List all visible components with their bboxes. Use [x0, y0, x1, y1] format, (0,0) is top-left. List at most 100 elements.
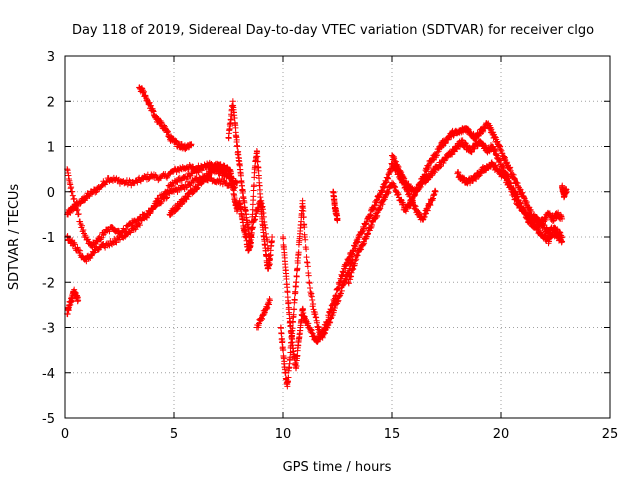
data-point-arc-10: [299, 197, 306, 204]
y-tick-label: -3: [42, 322, 55, 337]
data-point-arc-3: [195, 169, 202, 176]
y-tick-label: 2: [47, 95, 55, 110]
data-point-arc-11: [324, 318, 331, 325]
data-point-arc-12: [491, 133, 498, 140]
data-point-arc-3: [152, 198, 159, 205]
data-point-arc-1: [137, 178, 144, 185]
data-point-arc-10: [294, 260, 301, 267]
data-point-arc-3: [75, 246, 82, 253]
data-point-arc-10: [295, 249, 302, 256]
data-point-arc-10: [279, 338, 286, 345]
data-point-arc-4: [75, 297, 82, 304]
data-point-arc-16: [563, 186, 570, 193]
data-point-arc-3: [77, 247, 84, 254]
data-point-arc-3: [71, 241, 78, 248]
y-axis: -5 -4 -3 -2 -1 0 1 2 3: [42, 50, 610, 427]
data-point-arc-11: [335, 285, 342, 292]
data-point-arc-12: [345, 280, 352, 287]
data-point-arc-10: [292, 289, 299, 296]
y-tick-label: -2: [42, 276, 55, 291]
x-tick-label: 10: [275, 427, 292, 442]
data-point-arc-1: [93, 188, 100, 195]
data-point-arc-10: [282, 370, 289, 377]
data-point-arc-5: [173, 138, 180, 145]
x-tick-label: 0: [61, 427, 69, 442]
data-point-arc-2: [71, 195, 78, 202]
data-point-arc-2: [73, 207, 80, 214]
grid-lines: [65, 56, 610, 418]
data-point-arc-7: [269, 234, 276, 240]
data-point-arc-7: [228, 112, 235, 119]
data-point-arc-2: [102, 229, 109, 236]
data-point-arc-8: [262, 224, 269, 231]
data-point-arc-8: [252, 213, 259, 220]
data-point-arc-2: [163, 195, 170, 202]
data-point-arc-2: [75, 211, 82, 218]
data-point-arc-8: [247, 239, 254, 246]
y-tick-label: -5: [42, 412, 55, 427]
data-point-arc-2: [74, 206, 81, 213]
data-point-arc-2: [158, 198, 165, 205]
data-point-arc-3: [122, 233, 129, 240]
data-point-arc-2: [79, 222, 86, 229]
data-point-arc-10: [304, 263, 311, 270]
x-axis-label: GPS time / hours: [283, 460, 392, 475]
data-point-arc-13: [431, 169, 438, 176]
data-point-arc-12: [407, 202, 414, 209]
data-point-arc-10: [310, 301, 317, 308]
data-point-arc-2: [183, 184, 190, 191]
data-point-arc-14: [559, 215, 566, 222]
data-point-arc-3: [170, 182, 177, 189]
data-point-arc-10: [300, 214, 307, 221]
data-point-arc-10: [281, 358, 288, 365]
data-point-arc-7: [254, 158, 261, 165]
data-point-arc-3: [143, 214, 150, 221]
data-point-arc-2: [69, 192, 76, 199]
data-point-arc-9: [266, 297, 273, 304]
data-point-arc-11: [337, 277, 344, 284]
y-axis-label: SDTVAR / TECUs: [7, 184, 22, 291]
data-point-arc-9: [266, 301, 273, 308]
data-point-arc-10: [285, 374, 292, 381]
data-point-arc-7: [239, 188, 246, 195]
data-point-arc-5: [188, 141, 195, 148]
data-point-arc-7: [237, 172, 244, 179]
data-point-arc-7: [251, 182, 258, 189]
data-point-arc-11: [285, 304, 292, 311]
data-point-arc-10: [293, 279, 300, 286]
data-point-arc-3: [164, 186, 171, 193]
chart-title: Day 118 of 2019, Sidereal Day-to-day VTE…: [72, 23, 594, 38]
x-axis: 0 5 10 15 20 25: [61, 56, 618, 442]
data-point-arc-10: [337, 290, 344, 297]
data-point-arc-11: [325, 314, 332, 321]
data-point-arc-8: [265, 245, 272, 252]
data-point-arc-8: [260, 213, 267, 220]
data-point-arc-11: [283, 275, 290, 282]
data-point-arc-10: [278, 330, 285, 337]
data-point-arc-10: [302, 236, 309, 243]
data-point-arc-10: [303, 254, 310, 261]
data-point-arc-14: [455, 169, 462, 176]
data-point-arc-3: [136, 222, 143, 229]
data-point-arc-10: [303, 246, 310, 253]
data-point-arc-13: [398, 169, 405, 176]
data-point-arc-10: [300, 207, 307, 214]
data-point-arc-13: [559, 238, 566, 245]
data-point-arc-3: [159, 194, 166, 201]
data-point-arc-7: [250, 193, 257, 200]
data-point-arc-14: [508, 186, 515, 193]
data-point-arc-10: [315, 323, 322, 330]
data-point-arc-2: [71, 201, 78, 208]
data-point-arc-2: [97, 236, 104, 243]
data-point-arc-1: [92, 189, 99, 196]
data-point-arc-10: [291, 297, 298, 304]
data-point-arc-11: [308, 327, 315, 334]
data-point-arc-10: [309, 297, 316, 304]
data-point-arc-3: [147, 209, 154, 216]
x-tick-label: 25: [602, 427, 619, 442]
data-point-arc-8: [264, 237, 271, 244]
data-point-arc-11: [354, 239, 361, 246]
data-point-arc-11: [280, 235, 287, 242]
data-point-arc-11: [427, 202, 434, 209]
data-point-arc-11: [293, 363, 300, 370]
